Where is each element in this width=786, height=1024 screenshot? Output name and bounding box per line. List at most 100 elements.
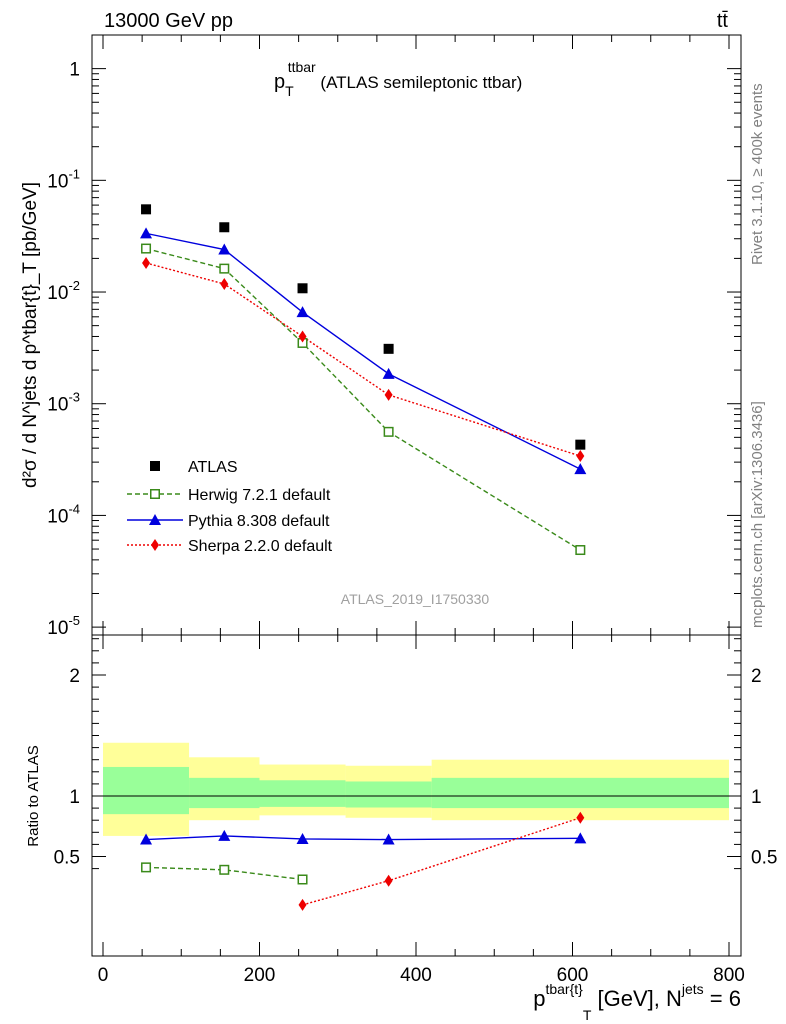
data-point-sherpa	[142, 256, 151, 269]
legend-label-atlas: ATLAS	[188, 459, 238, 476]
legend-label-herwig: Herwig 7.2.1 default	[188, 487, 331, 504]
main-y-axis-label: d²σ / d N^jets d p^tbar{t}_T [pb/GeV]	[20, 182, 41, 488]
ratio-point-sherpa	[298, 898, 307, 911]
side-rivet-label: Rivet 3.1.10, ≥ 400k events	[749, 83, 766, 265]
x-axis-label-main: p	[533, 986, 545, 1011]
ratio-plot-panel: 0 200 400 600 800 0.5 0.5 1 1 2 2 Ratio to ATLAS p…	[25, 634, 778, 1023]
x-tick-label: 400	[400, 965, 432, 986]
main-y-tick-label: 10-4	[47, 501, 80, 527]
ratio-point-pythia	[218, 829, 231, 841]
main-y-tick-label-base: 10	[47, 283, 68, 304]
data-point-sherpa	[384, 388, 393, 401]
ratio-band-inner	[431, 777, 729, 809]
ratio-y-tick-label-left: 0.5	[54, 848, 80, 869]
data-point-pythia	[296, 306, 309, 318]
data-point-atlas	[297, 283, 308, 294]
main-series-markers	[140, 204, 587, 556]
data-point-pythia	[218, 243, 231, 255]
main-y-tick-label-base: 10	[47, 171, 68, 192]
ratio-y-tick-label-right: 2	[751, 666, 762, 687]
plot-title-rest: (ATLAS semileptonic ttbar)	[316, 73, 523, 92]
series-line-herwig	[145, 247, 581, 551]
ratio-y-tick-label-right: 0.5	[751, 848, 777, 869]
main-y-tick-label: 10-1	[47, 166, 80, 192]
side-mcplots-label: mcplots.cern.ch [arXiv:1306.3436]	[749, 401, 766, 628]
ratio-series-markers	[140, 811, 587, 911]
main-y-tick-label-base: 10	[47, 395, 68, 416]
legend-marker-herwig	[150, 489, 160, 499]
ratio-point-sherpa	[576, 811, 585, 824]
ratio-point-sherpa	[384, 874, 393, 887]
data-point-sherpa	[298, 330, 307, 343]
ratio-y-tick-label-left: 1	[69, 787, 80, 808]
data-point-pythia	[382, 367, 395, 379]
data-point-atlas	[575, 439, 586, 450]
legend: ATLAS Herwig 7.2.1 default Pythia 8.308 de…	[127, 459, 333, 555]
x-axis-label-rest: [GeV], N	[591, 986, 681, 1011]
main-y-tick-label-exp: -4	[68, 501, 80, 516]
ratio-band-inner	[189, 777, 260, 809]
legend-marker-atlas	[150, 461, 160, 471]
x-tick-label: 200	[244, 965, 276, 986]
ratio-point-pythia	[382, 833, 395, 845]
series-line-pythia	[145, 232, 581, 470]
series-line-sherpa	[145, 262, 581, 457]
x-axis-label-sup2: jets	[681, 981, 704, 997]
ratio-tick-labels: 0 200 400 600 800 0.5 0.5 1 1 2 2	[54, 666, 778, 986]
main-y-tick-label-exp: -3	[68, 390, 80, 405]
x-tick-label: 800	[713, 965, 745, 986]
ratio-line-pythia	[146, 835, 581, 841]
ratio-uncertainty-bands	[103, 742, 729, 836]
ratio-y-axis-label: Ratio to ATLAS	[25, 745, 42, 846]
main-y-tick-label-exp: -1	[68, 166, 80, 181]
header-process-label: tt̄	[717, 10, 729, 32]
ratio-point-pythia	[574, 832, 587, 844]
main-axis-ticks	[92, 34, 741, 635]
ratio-line-herwig	[146, 866, 303, 881]
data-point-herwig	[383, 426, 394, 437]
ratio-band-inner	[345, 781, 432, 808]
legend-label-pythia: Pythia 8.308 default	[188, 513, 330, 530]
main-y-tick-label-exp: -2	[68, 278, 80, 293]
data-point-herwig	[141, 243, 152, 254]
plot-title-sub: T	[285, 83, 294, 99]
main-y-tick-label: 10-2	[47, 278, 80, 304]
header-collision-label: 13000 GeV pp	[104, 10, 233, 32]
plot-title: pTttbar (ATLAS semileptonic ttbar)	[274, 59, 522, 99]
ratio-band-inner	[259, 780, 346, 807]
legend-marker-sherpa	[151, 539, 159, 551]
plot-title-main: p	[274, 71, 285, 93]
data-point-sherpa	[220, 277, 229, 290]
data-point-herwig	[219, 263, 230, 274]
x-axis-label: ptbar{t}T [GeV], Njets = 6	[533, 981, 741, 1023]
ratio-axis-ticks	[92, 635, 741, 956]
main-y-tick-label-base: 10	[47, 618, 68, 639]
data-point-atlas	[141, 204, 152, 215]
main-y-tick-labels: 110-110-210-310-410-5	[47, 60, 80, 639]
data-point-pythia	[574, 463, 587, 475]
ratio-point-pythia	[296, 832, 309, 844]
x-axis-label-end: = 6	[704, 986, 741, 1011]
ratio-point-herwig	[297, 874, 308, 885]
x-tick-label: 0	[98, 965, 109, 986]
ratio-point-herwig	[141, 862, 152, 873]
ratio-y-tick-label-left: 2	[69, 666, 80, 687]
plot-title-sup: ttbar	[288, 59, 316, 75]
data-point-atlas	[383, 343, 394, 354]
ratio-y-tick-label-right: 1	[751, 787, 762, 808]
main-y-tick-label: 10-3	[47, 390, 80, 416]
data-point-herwig	[575, 545, 586, 556]
ratio-band-inner	[103, 766, 190, 815]
data-point-atlas	[219, 222, 230, 233]
main-y-tick-label-base: 10	[47, 506, 68, 527]
data-point-pythia	[140, 227, 153, 239]
analysis-watermark: ATLAS_2019_I1750330	[341, 591, 490, 607]
legend-label-sherpa: Sherpa 2.2.0 default	[188, 538, 333, 555]
x-axis-label-sub: T	[583, 1007, 592, 1023]
ratio-line-sherpa	[302, 817, 581, 906]
main-y-tick-label: 10-5	[47, 613, 80, 639]
x-tick-label: 600	[557, 965, 589, 986]
legend-marker-pythia	[149, 514, 161, 525]
main-y-tick-label: 1	[69, 60, 80, 81]
